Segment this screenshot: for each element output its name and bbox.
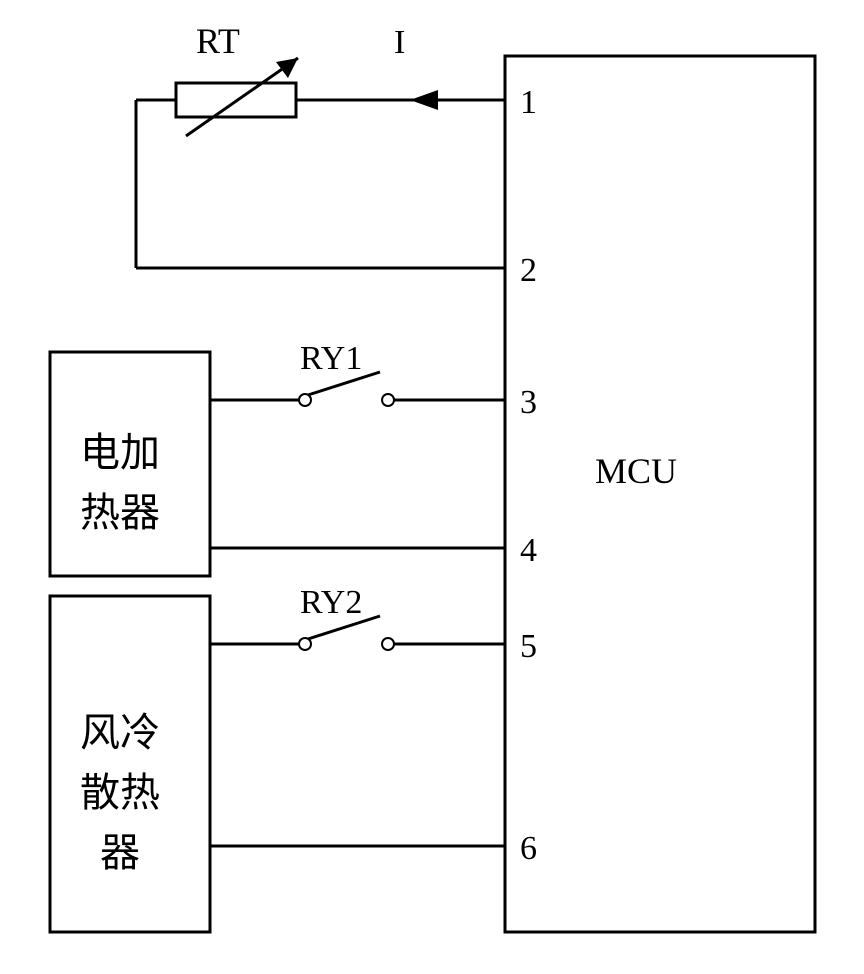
thermistor-arrow-head	[276, 58, 298, 78]
heater-label-line1: 电加	[80, 420, 160, 478]
current-arrow-icon	[410, 90, 438, 110]
ry2-contact-right	[382, 638, 394, 650]
pin-4-label: 4	[520, 532, 537, 570]
pin-1-label: 1	[520, 84, 537, 122]
ry2-label: RY2	[300, 584, 362, 622]
heater-label-line2: 热器	[80, 480, 160, 538]
pin-6-label: 6	[520, 830, 537, 868]
mcu-box	[505, 56, 815, 932]
cooler-label-line2: 散热	[80, 760, 160, 818]
current-label: I	[394, 24, 405, 62]
ry1-contact-right	[382, 394, 394, 406]
pin-5-label: 5	[520, 628, 537, 666]
ry1-label: RY1	[300, 340, 362, 378]
pin-2-label: 2	[520, 252, 537, 290]
pin-3-label: 3	[520, 384, 537, 422]
cooler-label-line1: 风冷	[80, 700, 160, 758]
thermistor-arrow-line	[186, 58, 298, 136]
mcu-label: MCU	[595, 450, 677, 492]
rt-label: RT	[196, 20, 240, 62]
cooler-label-line3: 器	[100, 820, 140, 878]
